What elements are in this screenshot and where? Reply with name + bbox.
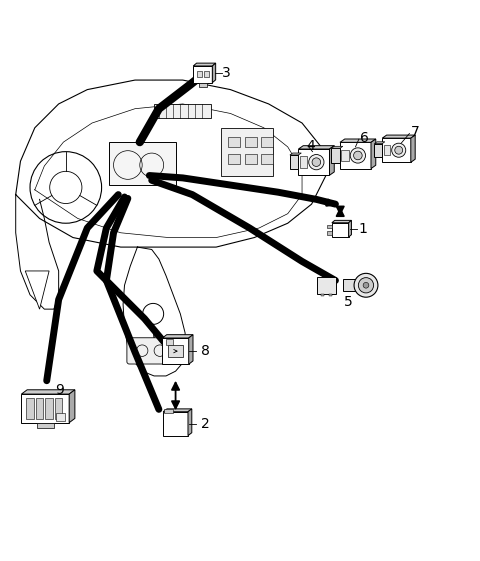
Polygon shape: [193, 63, 216, 66]
Polygon shape: [22, 390, 75, 394]
Bar: [329, 293, 332, 296]
Circle shape: [309, 154, 324, 170]
Text: 4: 4: [306, 139, 314, 153]
Bar: [384, 145, 390, 155]
Polygon shape: [411, 135, 415, 162]
Polygon shape: [340, 139, 376, 142]
FancyBboxPatch shape: [127, 338, 174, 364]
Bar: [45, 398, 53, 419]
Bar: [245, 137, 257, 147]
Polygon shape: [290, 153, 301, 155]
Polygon shape: [163, 409, 192, 412]
Bar: [290, 155, 299, 169]
Bar: [22, 394, 69, 422]
Polygon shape: [25, 271, 49, 309]
Text: 2: 2: [201, 417, 210, 431]
Bar: [26, 398, 34, 419]
Bar: [199, 82, 206, 88]
Bar: [262, 154, 274, 164]
Bar: [331, 148, 340, 163]
Bar: [327, 224, 332, 228]
Bar: [164, 409, 173, 413]
Circle shape: [350, 148, 365, 163]
Bar: [36, 422, 54, 429]
Polygon shape: [329, 146, 334, 175]
Circle shape: [312, 158, 321, 167]
Bar: [340, 142, 371, 169]
Bar: [341, 150, 348, 161]
Bar: [168, 346, 183, 357]
Bar: [36, 398, 43, 419]
Circle shape: [354, 151, 362, 160]
Bar: [221, 128, 274, 176]
Bar: [228, 137, 240, 147]
Text: 5: 5: [344, 295, 353, 309]
Polygon shape: [374, 142, 385, 144]
Polygon shape: [299, 146, 334, 149]
Circle shape: [395, 146, 403, 154]
Circle shape: [354, 273, 378, 297]
Bar: [245, 154, 257, 164]
Text: 7: 7: [411, 125, 420, 139]
Bar: [327, 231, 332, 235]
Polygon shape: [188, 409, 192, 435]
Bar: [374, 144, 382, 157]
Polygon shape: [332, 220, 351, 223]
Bar: [193, 66, 212, 82]
Circle shape: [359, 278, 373, 293]
Polygon shape: [382, 135, 415, 138]
Bar: [109, 142, 176, 185]
Text: 6: 6: [360, 131, 369, 145]
Bar: [228, 154, 240, 164]
Bar: [166, 339, 173, 345]
Bar: [56, 413, 65, 421]
Circle shape: [363, 282, 369, 288]
Text: 9: 9: [55, 383, 64, 397]
Bar: [262, 137, 274, 147]
Bar: [343, 279, 356, 291]
Circle shape: [392, 143, 406, 157]
Bar: [332, 223, 348, 237]
Bar: [154, 104, 211, 118]
Polygon shape: [69, 390, 75, 422]
Bar: [299, 149, 329, 175]
Polygon shape: [348, 220, 351, 237]
Bar: [204, 71, 208, 77]
Polygon shape: [189, 335, 193, 364]
Polygon shape: [212, 63, 216, 82]
Bar: [382, 138, 411, 162]
Bar: [321, 293, 324, 296]
Bar: [163, 412, 188, 435]
Text: 8: 8: [201, 344, 210, 358]
Polygon shape: [371, 139, 376, 169]
Bar: [317, 277, 336, 293]
Bar: [197, 71, 202, 77]
Bar: [55, 398, 62, 419]
Text: 3: 3: [222, 66, 230, 80]
Polygon shape: [162, 335, 193, 338]
Bar: [300, 157, 307, 168]
Text: 1: 1: [359, 222, 367, 236]
Polygon shape: [331, 146, 343, 148]
Bar: [162, 338, 189, 364]
